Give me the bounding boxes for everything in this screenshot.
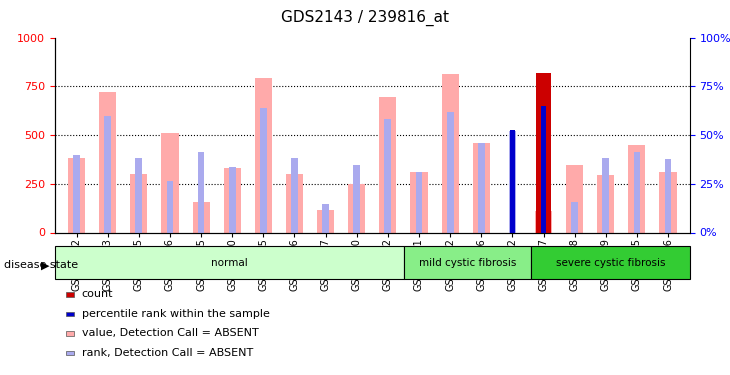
Text: mild cystic fibrosis: mild cystic fibrosis: [419, 258, 516, 267]
Bar: [55, 246, 404, 279]
Bar: [510, 130, 515, 232]
Bar: [380, 97, 396, 232]
Bar: [353, 165, 360, 232]
Bar: [193, 202, 210, 232]
Bar: [260, 108, 266, 232]
Bar: [540, 107, 547, 232]
Bar: [130, 174, 147, 232]
Bar: [348, 184, 365, 232]
Bar: [404, 246, 531, 279]
Bar: [634, 152, 640, 232]
Bar: [166, 181, 173, 232]
Bar: [68, 158, 85, 232]
Text: percentile rank within the sample: percentile rank within the sample: [82, 309, 269, 319]
Bar: [597, 175, 615, 232]
Bar: [531, 246, 690, 279]
Bar: [659, 172, 677, 232]
Text: value, Detection Call = ABSENT: value, Detection Call = ABSENT: [82, 328, 258, 338]
Bar: [478, 143, 485, 232]
Text: ▶: ▶: [41, 261, 50, 270]
Bar: [228, 167, 236, 232]
Bar: [73, 154, 80, 232]
Bar: [629, 145, 645, 232]
Bar: [572, 202, 578, 232]
Bar: [135, 158, 142, 232]
Bar: [415, 172, 423, 232]
Bar: [602, 158, 610, 232]
Bar: [385, 119, 391, 232]
Text: disease state: disease state: [4, 261, 78, 270]
Bar: [99, 92, 116, 232]
Bar: [317, 210, 334, 232]
Bar: [223, 168, 241, 232]
Bar: [473, 143, 490, 232]
Bar: [536, 73, 551, 232]
Bar: [161, 133, 179, 232]
Bar: [541, 106, 546, 232]
Bar: [198, 152, 204, 232]
Text: GDS2143 / 239816_at: GDS2143 / 239816_at: [281, 9, 449, 26]
Bar: [104, 116, 111, 232]
Bar: [535, 211, 552, 232]
Text: normal: normal: [211, 258, 247, 267]
Bar: [410, 172, 428, 232]
Bar: [322, 204, 329, 232]
Bar: [291, 158, 298, 232]
Bar: [447, 112, 453, 232]
Text: rank, Detection Call = ABSENT: rank, Detection Call = ABSENT: [82, 348, 253, 358]
Bar: [664, 159, 672, 232]
Bar: [509, 131, 516, 232]
Text: count: count: [82, 290, 113, 299]
Text: severe cystic fibrosis: severe cystic fibrosis: [556, 258, 665, 267]
Bar: [286, 174, 303, 232]
Bar: [255, 78, 272, 232]
Bar: [442, 74, 458, 232]
Bar: [566, 165, 583, 232]
